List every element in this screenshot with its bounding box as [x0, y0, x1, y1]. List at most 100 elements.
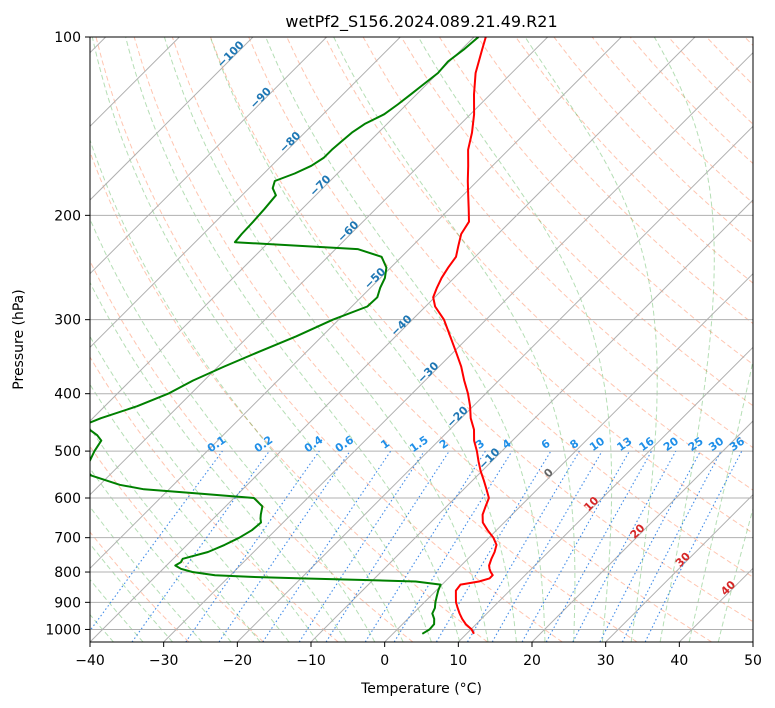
isotherm-line [90, 37, 549, 496]
mixing-ratio-line [435, 450, 552, 642]
moist-adiabat-line [90, 467, 232, 642]
moist-adiabat-line [417, 37, 613, 642]
dry-adiabat-line [744, 37, 753, 47]
mixing-ratio-line [393, 450, 513, 642]
dry-adiabat-label: −80 [277, 129, 304, 156]
x-tick-label: −20 [223, 653, 253, 669]
dry-adiabat-label: −100 [215, 38, 247, 70]
mixing-ratio-label: 0.4 [302, 433, 326, 455]
mixing-ratio-line [621, 450, 722, 642]
dry-adiabat-line [553, 37, 753, 244]
mixing-ratio-lines [90, 450, 743, 642]
isotherm-grid [90, 37, 753, 642]
mixing-ratio-label: 0.1 [205, 433, 228, 455]
dry-adiabats [90, 37, 753, 642]
x-tick-label: 50 [744, 653, 762, 669]
dry-adiabat-line [90, 356, 339, 642]
x-tick-label: 0 [380, 653, 389, 669]
mixing-ratio-line [599, 450, 701, 642]
mixing-ratio-line [185, 450, 320, 642]
mixing-ratio-line [90, 450, 223, 632]
mixing-ratio-label: 0.2 [252, 433, 275, 455]
y-tick-label: 300 [54, 313, 81, 329]
isotherm-line [90, 37, 328, 275]
y-tick-label: 1000 [45, 622, 81, 638]
temperature-line [432, 37, 498, 635]
dry-adiabat-line [248, 37, 753, 578]
mixing-ratio-line [644, 450, 743, 642]
mixing-ratio-line [262, 450, 392, 642]
isotherm-line [90, 37, 254, 201]
dry-adiabat-line [362, 37, 753, 449]
x-tick-label: 30 [597, 653, 615, 669]
dry-adiabat-line [477, 37, 753, 325]
x-tick-label: 40 [670, 653, 688, 669]
moist-adiabat-line [333, 37, 576, 642]
moist-adiabat-label: 20 [628, 521, 648, 541]
dry-adiabat-line [324, 37, 753, 491]
y-axis-ticks: 100 200 300 400 500 600 700 800 900 1000 [45, 30, 90, 638]
mixing-ratio-label: 0.6 [333, 433, 357, 455]
dry-adiabat-line [90, 445, 264, 642]
dry-adiabat-line [171, 37, 712, 642]
isotherm-line [384, 272, 753, 642]
isotherm-line [531, 420, 753, 642]
isotherm-line [605, 493, 753, 642]
y-tick-label: 400 [54, 387, 81, 403]
mixing-ratio-line [131, 450, 270, 642]
isotherm-line [90, 37, 696, 642]
moist-adiabat-line [90, 383, 290, 642]
isobar-grid [90, 37, 753, 630]
moist-adiabats [90, 37, 753, 642]
adiabat-labels: 0.1 0.2 0.4 0.6 1 1.5 2 3 4 6 8 10 13 16 20 25 30 36−100−… [205, 38, 747, 598]
isotherm-line [678, 567, 753, 642]
moist-adiabat-line [125, 37, 461, 642]
moist-adiabat-line [90, 427, 261, 642]
dry-adiabat-line [210, 37, 753, 623]
x-axis-ticks: −40 −30 −20 −10 0 10 20 30 40 50 [75, 642, 762, 669]
dry-adiabat-label: −90 [247, 85, 274, 112]
dry-adiabat-line [706, 37, 753, 86]
dry-adiabat-label: −40 [388, 312, 415, 339]
moist-adiabat-line [524, 37, 658, 642]
chart-title: wetPf2_S156.2024.089.21.49.R21 [285, 12, 557, 32]
mixing-ratio-line [521, 450, 630, 642]
isotherm-line [90, 37, 622, 570]
moist-adiabat-line [163, 37, 489, 642]
moist-adiabat-label: 30 [673, 549, 693, 569]
dry-adiabat-line [438, 37, 753, 366]
y-tick-label: 200 [54, 208, 81, 224]
moist-adiabat-label: 40 [718, 578, 738, 598]
moist-adiabat-line [91, 37, 432, 642]
mixing-ratio-line [572, 450, 677, 642]
isotherm-line [310, 199, 753, 642]
x-tick-label: 10 [449, 653, 467, 669]
y-axis-label: Pressure (hPa) [11, 289, 27, 389]
y-tick-label: 500 [54, 444, 81, 460]
x-tick-label: −10 [296, 653, 326, 669]
moist-adiabat-line [265, 37, 546, 642]
dewpoint-line [90, 37, 480, 635]
isotherm-line [90, 37, 401, 349]
plot-frame [89, 36, 754, 643]
moist-adiabat-line [717, 506, 753, 642]
isotherm-line [90, 37, 475, 422]
x-axis-label: Temperature (°C) [360, 681, 482, 697]
dry-adiabat-line [90, 150, 488, 642]
y-tick-label: 700 [54, 531, 81, 547]
isotherm-line [163, 51, 753, 642]
moist-adiabat-line [90, 138, 404, 642]
mixing-ratio-label: 6 [539, 437, 553, 452]
dry-adiabat-line [133, 37, 638, 642]
dry-adiabat-line [90, 259, 414, 642]
isotherm-line [236, 125, 753, 642]
dry-adiabat-line [90, 531, 190, 642]
y-tick-label: 900 [54, 595, 81, 611]
x-tick-label: −40 [75, 653, 105, 669]
dry-adiabat-label: −70 [307, 172, 334, 199]
dry-adiabat-line [515, 37, 753, 284]
mixing-ratio-line [545, 450, 653, 642]
dry-adiabat-label: −30 [415, 359, 442, 386]
mixing-ratio-line [325, 450, 450, 642]
